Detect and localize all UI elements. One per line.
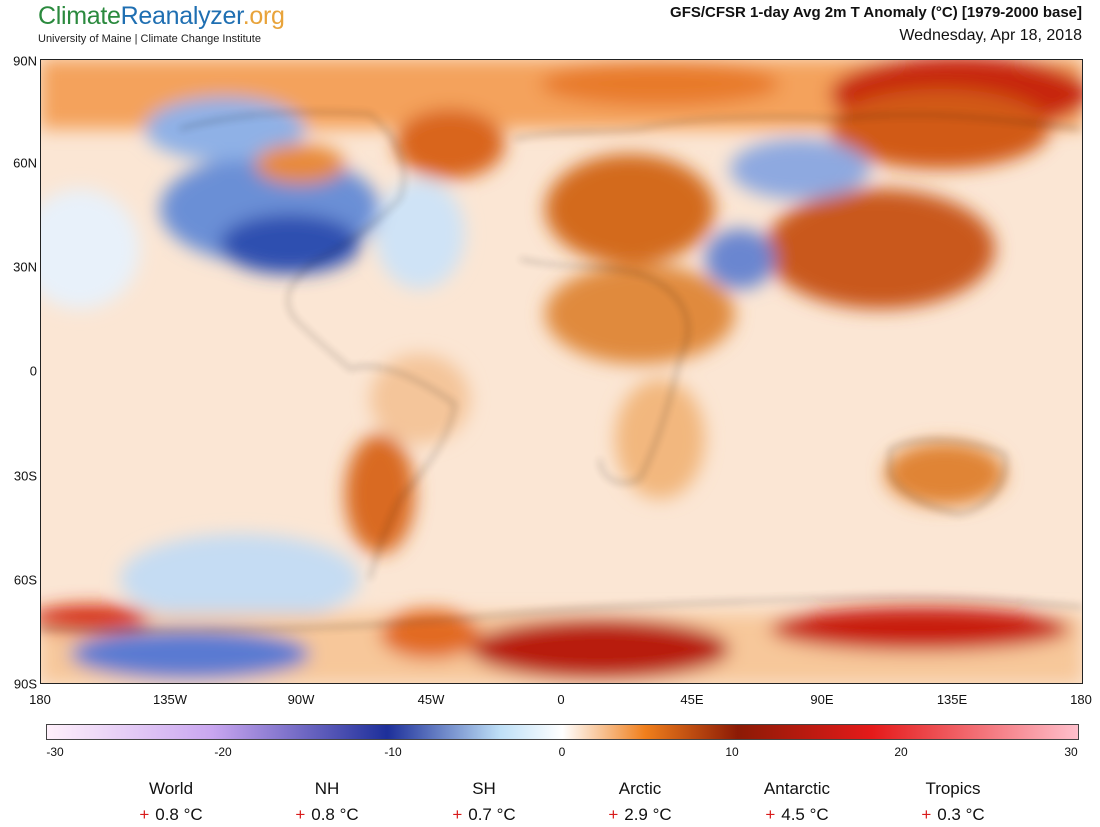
lat-label-0: 0 [29, 363, 37, 379]
region-name: World [148, 779, 194, 798]
lon-label-135w: 135W [153, 692, 187, 707]
lat-label-30n: 30N [13, 259, 37, 275]
lat-label-60n: 60N [13, 155, 37, 171]
anomaly-map [40, 59, 1083, 684]
sign-plus: + [452, 805, 463, 824]
anomaly-map-svg [40, 59, 1083, 684]
region-name: NH [314, 779, 340, 798]
lon-label-90w: 90W [287, 692, 315, 707]
region-value: 0.7 °C [468, 805, 516, 824]
lat-label-30s: 30S [13, 468, 37, 484]
region-value: 4.5 °C [781, 805, 829, 824]
lat-label-60s: 60S [13, 572, 37, 588]
colorbar-tick-minus10: -10 [384, 745, 402, 759]
region-value: 2.9 °C [624, 805, 672, 824]
lat-label-90n: 90N [13, 53, 37, 69]
region-name: Antarctic [763, 779, 831, 798]
logo-text-org: .org [242, 2, 285, 30]
region-world: World +0.8 °C [96, 779, 246, 825]
lat-label-90s: 90S [13, 676, 37, 692]
map-date: Wednesday, Apr 18, 2018 [899, 27, 1082, 44]
map-title: GFS/CFSR 1-day Avg 2m T Anomaly (°C) [19… [670, 4, 1082, 21]
region-nh: NH +0.8 °C [252, 779, 402, 825]
region-value: 0.3 °C [937, 805, 985, 824]
lon-label-90e: 90E [810, 692, 834, 707]
lon-label-45w: 45W [417, 692, 445, 707]
region-antarctic: Antarctic +4.5 °C [722, 779, 872, 825]
colorbar-tick-30: 30 [1064, 745, 1078, 759]
lon-label-45e: 45E [680, 692, 704, 707]
lon-label-135e: 135E [936, 692, 968, 707]
lon-label-180w: 180 [29, 692, 51, 707]
region-value: 0.8 °C [155, 805, 203, 824]
colorbar-tick-20: 20 [894, 745, 908, 759]
sign-plus: + [765, 805, 776, 824]
lon-label-0: 0 [557, 692, 565, 707]
sign-plus: + [921, 805, 932, 824]
logo-text-climate: Climate [38, 2, 121, 30]
colorbar-tick-0: 0 [558, 745, 566, 759]
sign-plus: + [139, 805, 150, 824]
colorbar-legend [46, 724, 1079, 740]
region-value: 0.8 °C [311, 805, 359, 824]
colorbar-tick-minus20: -20 [214, 745, 232, 759]
colorbar-tick-10: 10 [725, 745, 739, 759]
affiliation-text: University of Maine | Climate Change Ins… [38, 33, 261, 45]
region-name: SH [472, 779, 496, 798]
logo-text-reanalyzer: Reanalyzer [120, 2, 243, 30]
site-logo[interactable]: ClimateReanalyzer.org [38, 2, 285, 31]
sign-plus: + [608, 805, 619, 824]
region-arctic: Arctic +2.9 °C [565, 779, 715, 825]
region-name: Tropics [925, 779, 981, 798]
region-sh: SH +0.7 °C [409, 779, 559, 825]
region-tropics: Tropics +0.3 °C [878, 779, 1028, 825]
region-name: Arctic [618, 779, 662, 798]
lon-label-180e: 180 [1070, 692, 1092, 707]
colorbar-tick-minus30: -30 [46, 745, 64, 759]
sign-plus: + [295, 805, 306, 824]
